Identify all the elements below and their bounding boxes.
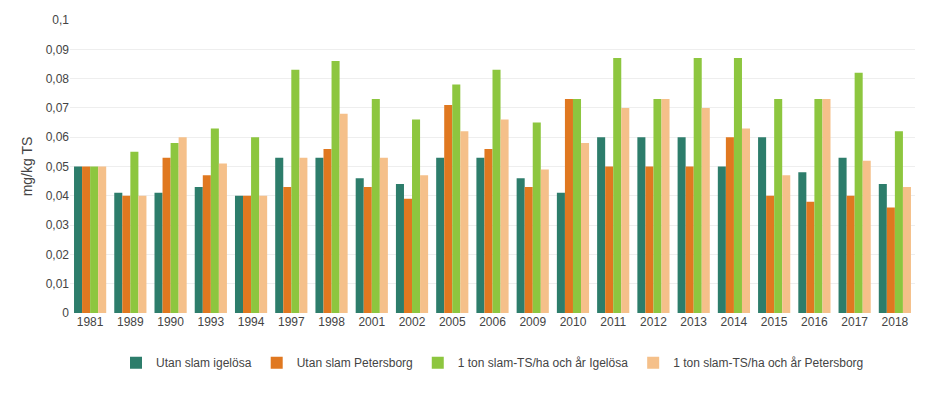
svg-text:Utan slam Petersborg: Utan slam Petersborg — [297, 356, 413, 370]
svg-text:2013: 2013 — [680, 315, 707, 329]
svg-text:0: 0 — [62, 306, 69, 320]
svg-text:2002: 2002 — [399, 315, 426, 329]
svg-text:1993: 1993 — [197, 315, 224, 329]
svg-text:1989: 1989 — [117, 315, 144, 329]
svg-text:1997: 1997 — [278, 315, 305, 329]
svg-text:1998: 1998 — [318, 315, 345, 329]
svg-text:2001: 2001 — [358, 315, 385, 329]
svg-text:Utan slam igelösa: Utan slam igelösa — [156, 356, 252, 370]
svg-text:0,07: 0,07 — [46, 101, 70, 115]
svg-text:2005: 2005 — [439, 315, 466, 329]
svg-text:2017: 2017 — [841, 315, 868, 329]
svg-text:2011: 2011 — [600, 315, 626, 329]
svg-text:0,06: 0,06 — [46, 130, 70, 144]
svg-text:2018: 2018 — [882, 315, 909, 329]
svg-text:mg/kg TS: mg/kg TS — [19, 137, 35, 197]
svg-text:0,1: 0,1 — [52, 13, 69, 27]
svg-text:1981: 1981 — [77, 315, 104, 329]
svg-text:2015: 2015 — [761, 315, 788, 329]
svg-text:2012: 2012 — [640, 315, 667, 329]
svg-text:0,04: 0,04 — [46, 189, 70, 203]
svg-text:2010: 2010 — [560, 315, 587, 329]
svg-text:2009: 2009 — [519, 315, 546, 329]
svg-text:1 ton slam-TS/ha och år Igelös: 1 ton slam-TS/ha och år Igelösa — [458, 356, 628, 370]
svg-text:0,09: 0,09 — [46, 43, 70, 57]
svg-text:0,05: 0,05 — [46, 160, 70, 174]
svg-text:0,08: 0,08 — [46, 72, 70, 86]
svg-text:2006: 2006 — [479, 315, 506, 329]
svg-text:1 ton slam-TS/ha och år Peters: 1 ton slam-TS/ha och år Petersborg — [673, 356, 863, 370]
svg-text:0,03: 0,03 — [46, 218, 70, 232]
svg-text:2014: 2014 — [721, 315, 748, 329]
svg-text:0,02: 0,02 — [46, 248, 70, 262]
svg-text:1994: 1994 — [238, 315, 265, 329]
svg-text:1990: 1990 — [157, 315, 184, 329]
svg-text:0,01: 0,01 — [46, 277, 70, 291]
svg-text:2016: 2016 — [801, 315, 828, 329]
